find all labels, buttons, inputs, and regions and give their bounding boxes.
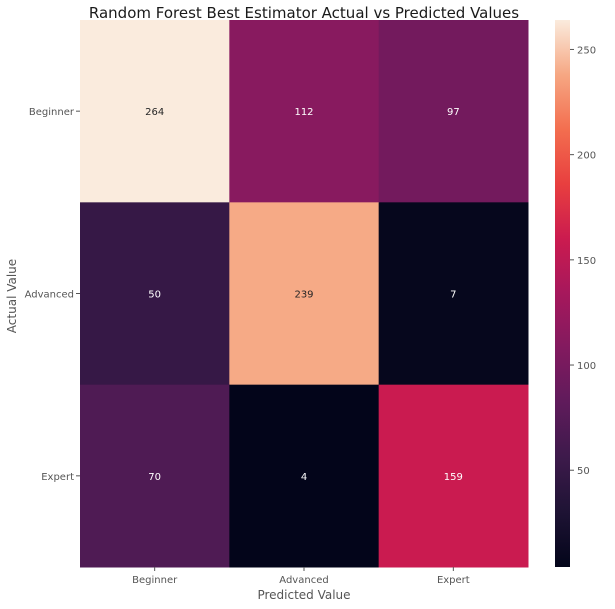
colorbar-tick-label: 50 xyxy=(577,466,590,477)
colorbar-tick-label: 200 xyxy=(577,151,596,162)
y-tick-label: Advanced xyxy=(25,290,74,301)
cell-value-label: 264 xyxy=(145,107,164,118)
x-tick-label: Beginner xyxy=(132,575,178,586)
heatmap-cell xyxy=(80,384,230,568)
cell-value-label: 70 xyxy=(148,472,161,483)
chart-title: Random Forest Best Estimator Actual vs P… xyxy=(89,4,519,22)
y-axis-label: Actual Value xyxy=(5,259,19,333)
cell-value-label: 239 xyxy=(294,290,313,301)
colorbar-ticks: 50 100 150 200 250 xyxy=(570,45,596,477)
heatmap-cell xyxy=(378,20,529,203)
heatmap-cells xyxy=(80,20,529,568)
cell-value-label: 50 xyxy=(148,290,161,301)
heatmap-cell xyxy=(80,202,230,386)
cell-value-labels: 264 112 97 50 239 7 70 4 159 xyxy=(145,107,463,483)
colorbar-tick-label: 150 xyxy=(577,256,596,267)
heatmap-cell xyxy=(229,20,380,203)
heatmap-cell xyxy=(229,384,380,568)
colorbar-tick-label: 250 xyxy=(577,45,596,56)
cell-value-label: 159 xyxy=(444,472,463,483)
y-tick-label: Beginner xyxy=(29,107,75,118)
heatmap-cell xyxy=(229,202,380,386)
cell-value-label: 4 xyxy=(301,472,307,483)
x-axis-label: Predicted Value xyxy=(257,588,350,602)
cell-value-label: 97 xyxy=(447,107,460,118)
x-axis-ticks: Beginner Advanced Expert xyxy=(132,567,470,586)
y-axis-ticks: Beginner Advanced Expert xyxy=(25,107,80,483)
heatmap-cell xyxy=(378,202,529,386)
cell-value-label: 7 xyxy=(450,290,456,301)
colorbar xyxy=(555,20,570,567)
colorbar-tick-label: 100 xyxy=(577,361,596,372)
heatmap-cell xyxy=(378,384,529,568)
heatmap-cell xyxy=(80,20,230,203)
x-tick-label: Expert xyxy=(437,575,470,586)
cell-value-label: 112 xyxy=(294,107,313,118)
x-tick-label: Advanced xyxy=(279,575,328,586)
y-tick-label: Expert xyxy=(41,472,74,483)
